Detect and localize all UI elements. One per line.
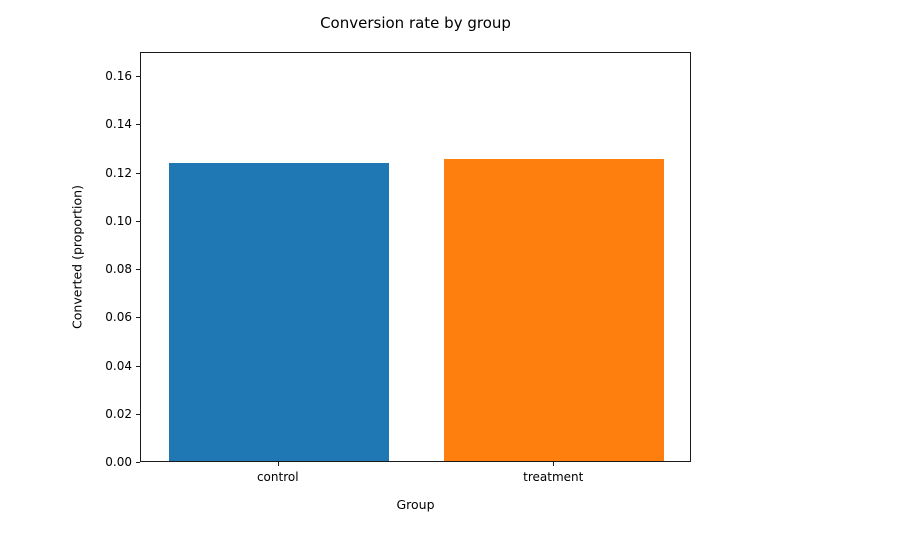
y-tick-mark <box>136 173 140 174</box>
y-tick-mark <box>136 366 140 367</box>
y-tick-mark <box>136 414 140 415</box>
x-tick-label-treatment: treatment <box>523 470 584 484</box>
y-tick-label: 0.06 <box>105 310 132 325</box>
y-tick-mark <box>136 317 140 318</box>
y-tick-mark <box>136 269 140 270</box>
y-tick-label: 0.00 <box>105 455 132 469</box>
y-tick-mark <box>136 76 140 77</box>
y-tick-label: 0.14 <box>105 117 132 132</box>
y-axis-label: Converted (proportion) <box>69 185 85 329</box>
y-tick-label: 0.08 <box>105 262 132 277</box>
y-tick-label: 0.02 <box>105 406 132 421</box>
x-tick-mark <box>553 462 554 466</box>
y-tick-label: 0.10 <box>105 213 132 228</box>
plot-area <box>140 52 691 462</box>
x-axis-label: Group <box>396 497 435 512</box>
y-tick-mark <box>136 124 140 125</box>
x-tick-mark <box>278 462 279 466</box>
y-tick-mark <box>136 462 140 463</box>
bar-control <box>169 163 389 461</box>
x-tick-label-control: control <box>256 470 299 484</box>
y-tick-label: 0.12 <box>105 165 132 180</box>
y-tick-label: 0.16 <box>105 69 132 84</box>
y-tick-label: 0.04 <box>105 358 132 373</box>
bar-treatment <box>444 159 664 461</box>
y-tick-mark <box>136 221 140 222</box>
chart-title: Conversion rate by group <box>320 14 511 32</box>
